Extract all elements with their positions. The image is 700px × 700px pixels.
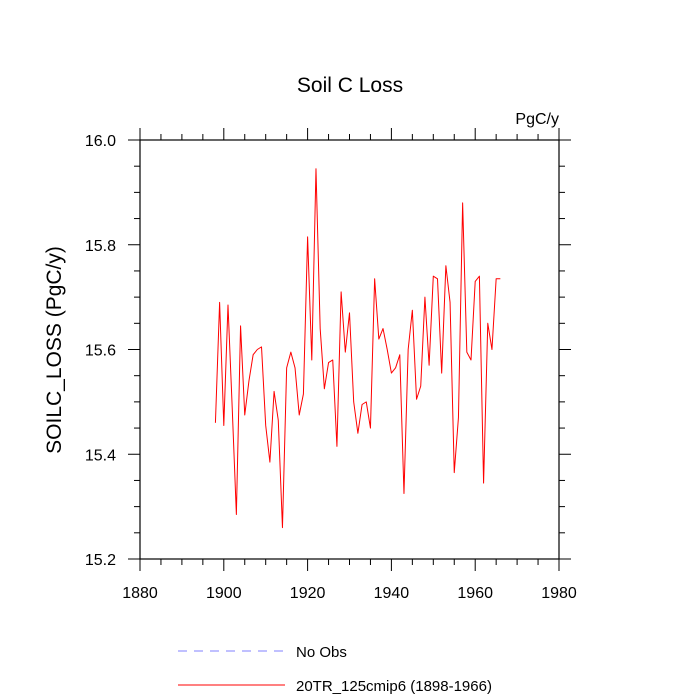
x-tick-label: 1940 [374,585,410,602]
plot-frame [139,139,560,560]
x-tick-label: 1900 [206,585,242,602]
units-label: PgC/y [515,111,559,128]
legend-label: 20TR_125cmip6 (1898-1966) [296,678,492,695]
axis-ticks [128,128,571,571]
x-tick-label: 1980 [541,585,577,602]
legend-label: No Obs [296,644,347,661]
y-axis-label: SOILC_LOSS (PgC/y) [43,246,66,454]
chart-title: Soil C Loss [297,74,403,97]
y-tick-label: 16.0 [85,133,116,150]
x-tick-label: 1960 [457,585,493,602]
legend: No Obs 20TR_125cmip6 (1898-1966) [178,644,492,695]
y-tick-label: 15.8 [85,238,116,255]
x-tick-label: 1880 [122,585,158,602]
y-tick-label: 15.4 [85,447,116,464]
y-tick-label: 15.6 [85,343,116,360]
x-tick-label: 1920 [290,585,326,602]
y-tick-label: 15.2 [85,552,116,569]
series-line [214,168,501,529]
data-series [214,168,501,529]
axis-tick-labels: 1880 1900 1920 1940 1960 1980 15.2 15.4 15.6 15.8… [85,133,577,602]
